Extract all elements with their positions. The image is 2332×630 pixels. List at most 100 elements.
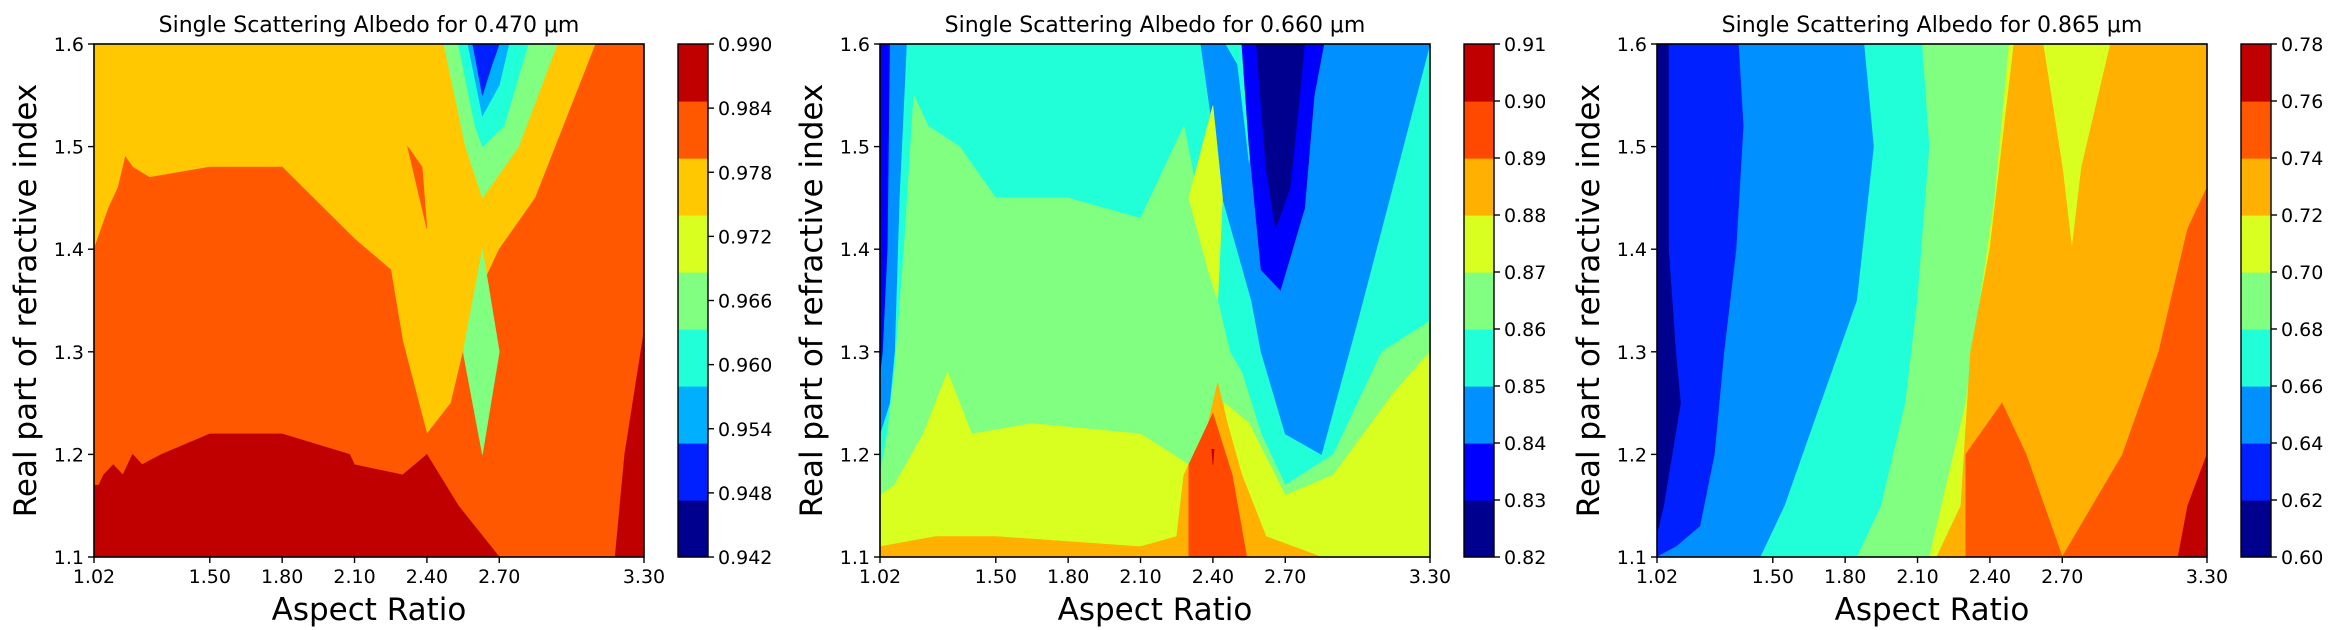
colorbar-segment bbox=[1464, 500, 1494, 558]
colorbar-segment bbox=[2241, 386, 2271, 444]
colorbar-segment bbox=[1464, 386, 1494, 444]
chart-panel-3: 1.02 1.50 1.80 2.10 2.40 2.70 3.30 1.1 1.2 1.3 1.4… bbox=[1571, 13, 2323, 628]
colorbar-segment bbox=[2241, 329, 2271, 387]
contour-fills bbox=[880, 44, 1430, 557]
y-tick-label: 1.3 bbox=[54, 342, 84, 364]
chart-panel-1: 1.02 1.50 1.80 2.10 2.40 2.70 3.30 1.1 1.2 1.3 1.4… bbox=[8, 13, 772, 628]
colorbar-segment bbox=[1464, 272, 1494, 330]
y-axis-label: Real part of refractive index bbox=[1571, 84, 1607, 518]
colorbar-tick-label: 0.66 bbox=[2281, 376, 2323, 398]
y-tick-label: 1.1 bbox=[840, 547, 870, 569]
y-tick-label: 1.6 bbox=[1617, 34, 1647, 56]
chart-title: Single Scattering Albedo for 0.865 μm bbox=[1722, 13, 2143, 38]
y-tick-label: 1.1 bbox=[54, 547, 84, 569]
colorbar-segment bbox=[678, 443, 708, 501]
y-axis-label: Real part of refractive index bbox=[8, 84, 44, 518]
x-tick-label: 1.02 bbox=[1636, 566, 1678, 588]
colorbar-tick-label: 0.90 bbox=[1504, 91, 1546, 113]
colorbar-tick-label: 0.984 bbox=[718, 98, 772, 120]
y-tick-label: 1.2 bbox=[54, 444, 84, 466]
colorbar-segment bbox=[678, 158, 708, 216]
colorbar-segment bbox=[678, 386, 708, 444]
chart-title: Single Scattering Albedo for 0.660 μm bbox=[945, 13, 1366, 38]
x-tick-label: 2.40 bbox=[406, 566, 448, 588]
y-axis-label: Real part of refractive index bbox=[794, 84, 830, 518]
x-tick-label: 2.10 bbox=[1896, 566, 1938, 588]
y-tick-label: 1.1 bbox=[1617, 547, 1647, 569]
colorbar-tick-label: 0.68 bbox=[2281, 319, 2323, 341]
plot-frame bbox=[93, 43, 645, 558]
y-tick-label: 1.6 bbox=[54, 34, 84, 56]
colorbar-tick-label: 0.62 bbox=[2281, 490, 2323, 512]
x-tick-label: 1.80 bbox=[261, 566, 303, 588]
colorbar-segment bbox=[678, 101, 708, 159]
chart-title: Single Scattering Albedo for 0.470 μm bbox=[159, 13, 580, 38]
colorbar-segment bbox=[2241, 101, 2271, 159]
colorbar-tick-label: 0.86 bbox=[1504, 319, 1546, 341]
y-tick-label: 1.5 bbox=[54, 137, 84, 159]
contour-region-3 bbox=[407, 146, 428, 229]
contour-region-6 bbox=[1188, 105, 1223, 301]
colorbar-segment bbox=[1464, 329, 1494, 387]
colorbar-tick-label: 0.88 bbox=[1504, 205, 1546, 227]
contour-fills bbox=[94, 44, 644, 557]
y-tick-label: 1.3 bbox=[840, 342, 870, 364]
contour-region-12 bbox=[1255, 44, 1305, 229]
colorbar-segment bbox=[2241, 272, 2271, 330]
colorbar-frame bbox=[1463, 43, 1495, 558]
contour-fills bbox=[1657, 44, 2207, 557]
plot-frame bbox=[879, 43, 1431, 558]
x-axis-label: Aspect Ratio bbox=[1058, 592, 1253, 628]
x-tick-label: 2.10 bbox=[333, 566, 375, 588]
colorbar-segment bbox=[2241, 500, 2271, 558]
colorbar-segment bbox=[2241, 44, 2271, 102]
colorbar-tick-label: 0.89 bbox=[1504, 148, 1546, 170]
colorbar-segment bbox=[678, 44, 708, 102]
x-tick-label: 1.02 bbox=[73, 566, 115, 588]
contour-region-9 bbox=[1211, 448, 1215, 465]
colorbar: 0.60 0.62 0.64 0.66 0.68 0.70 0.72 0.74 0.76 0.78 bbox=[2240, 34, 2323, 569]
colorbar-tick-label: 0.64 bbox=[2281, 433, 2323, 455]
colorbar-tick-label: 0.942 bbox=[718, 547, 772, 569]
y-tick-label: 1.5 bbox=[840, 137, 870, 159]
chart-panel-2: 1.02 1.50 1.80 2.10 2.40 2.70 3.30 1.1 1.2 1.3 1.4… bbox=[794, 13, 1546, 628]
colorbar-segment bbox=[678, 500, 708, 558]
x-tick-label: 3.30 bbox=[2186, 566, 2228, 588]
colorbar-tick-label: 0.91 bbox=[1504, 34, 1546, 56]
contour-region-4 bbox=[94, 433, 500, 557]
contour-region-10 bbox=[472, 44, 500, 96]
x-axis-label: Aspect Ratio bbox=[1835, 592, 2030, 628]
x-tick-label: 1.80 bbox=[1047, 566, 1089, 588]
x-tick-label: 2.70 bbox=[1264, 566, 1306, 588]
colorbar-tick-label: 0.83 bbox=[1504, 490, 1546, 512]
colorbar-segment bbox=[678, 215, 708, 273]
colorbar-tick-label: 0.78 bbox=[2281, 34, 2323, 56]
contour-region-2 bbox=[94, 44, 644, 557]
y-tick-label: 1.3 bbox=[1617, 342, 1647, 364]
y-tick-label: 1.4 bbox=[1617, 239, 1647, 261]
colorbar-tick-label: 0.960 bbox=[718, 355, 772, 377]
y-tick-label: 1.4 bbox=[54, 239, 84, 261]
colorbar-tick-label: 0.948 bbox=[718, 483, 772, 505]
y-tick-label: 1.5 bbox=[1617, 137, 1647, 159]
x-tick-label: 2.10 bbox=[1119, 566, 1161, 588]
colorbar-tick-label: 0.87 bbox=[1504, 262, 1546, 284]
contour-region-6 bbox=[462, 249, 500, 455]
colorbar-tick-label: 0.85 bbox=[1504, 376, 1546, 398]
plot-frame bbox=[1656, 43, 2208, 558]
colorbar-segment bbox=[678, 329, 708, 387]
contour-region-5 bbox=[614, 331, 644, 557]
colorbar-segment bbox=[2241, 443, 2271, 501]
x-tick-label: 1.02 bbox=[859, 566, 901, 588]
colorbar-tick-label: 0.966 bbox=[718, 291, 772, 313]
colorbar-tick-label: 0.978 bbox=[718, 162, 772, 184]
colorbar-tick-label: 0.76 bbox=[2281, 91, 2323, 113]
colorbar-segment bbox=[2241, 158, 2271, 216]
x-axis-label: Aspect Ratio bbox=[272, 592, 467, 628]
y-tick-label: 1.2 bbox=[840, 444, 870, 466]
colorbar-tick-label: 0.972 bbox=[718, 226, 772, 248]
colorbar-segment bbox=[1464, 443, 1494, 501]
x-tick-label: 1.80 bbox=[1824, 566, 1866, 588]
colorbar-tick-label: 0.990 bbox=[718, 34, 772, 56]
